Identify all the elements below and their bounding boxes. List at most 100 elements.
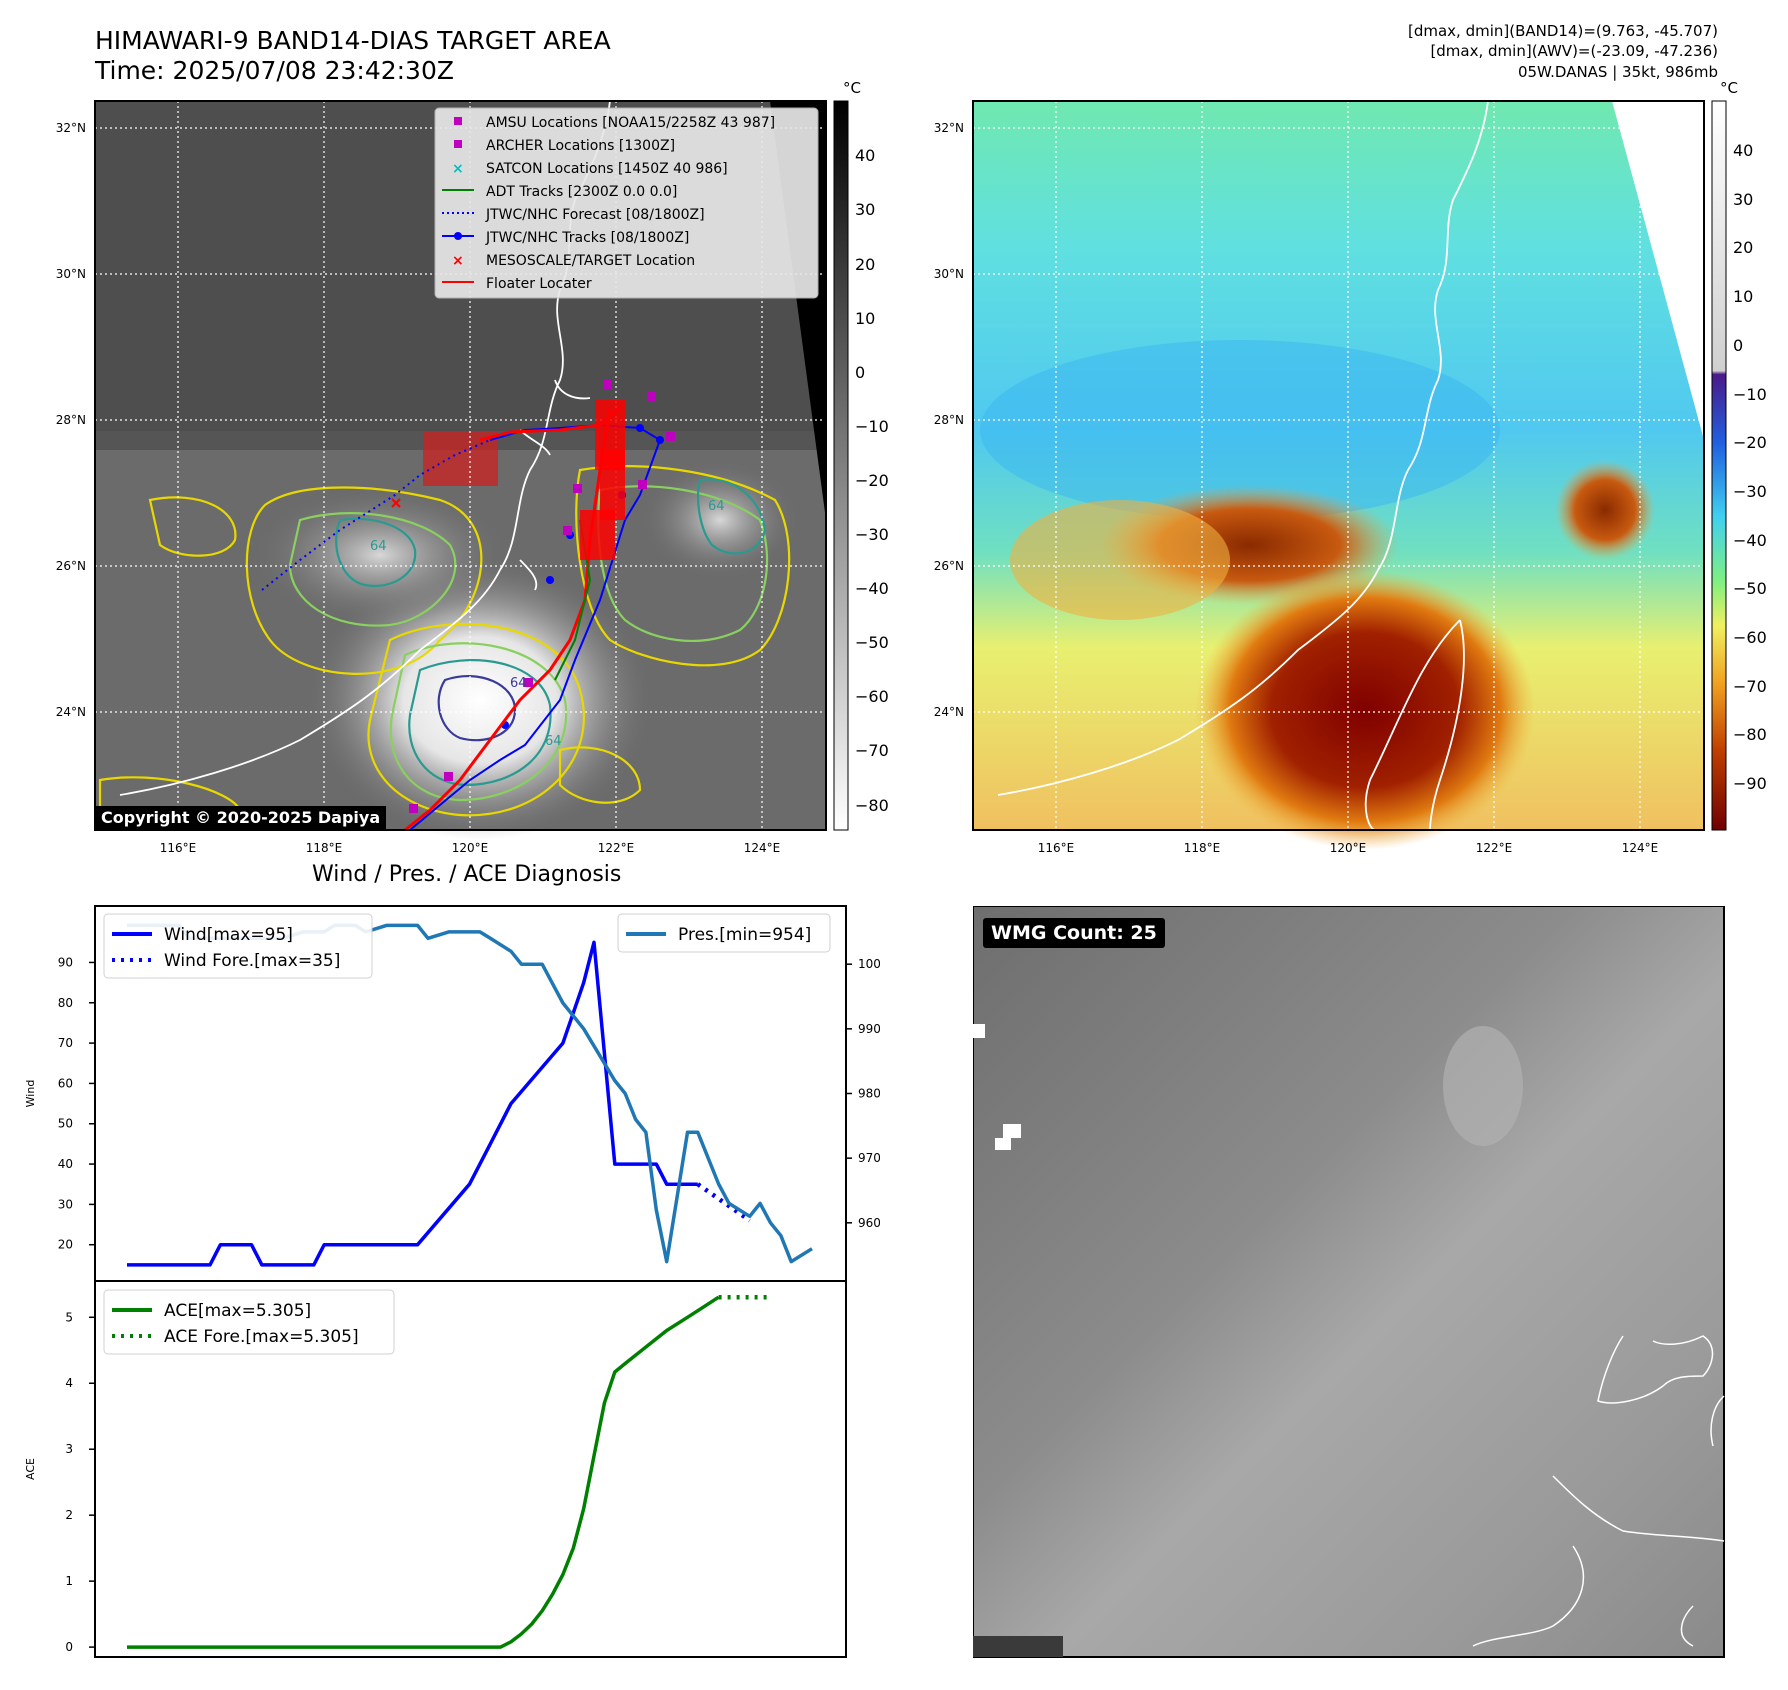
contour-label: 64 xyxy=(708,499,725,514)
y-tick-label: 0 xyxy=(65,1640,73,1654)
y-tick-label: 20 xyxy=(58,1238,73,1252)
ir-cbar-tick: −30 xyxy=(855,525,889,544)
ir-cbar-tick: 40 xyxy=(855,146,875,165)
jtwc-forecast-track xyxy=(261,439,491,591)
y-tick-label: 3 xyxy=(65,1442,73,1456)
lon-tick: 122°E xyxy=(1476,841,1513,855)
lon-tick: 118°E xyxy=(306,841,343,855)
target-location-marker xyxy=(391,498,401,508)
wv-cbar-tick: −40 xyxy=(1733,531,1767,550)
ir-map-frame xyxy=(94,100,827,831)
y-tick-label: 40 xyxy=(58,1157,73,1171)
wmg-count-badge: WMG Count: 25 xyxy=(983,918,1165,948)
wv-lat-ticks: 32°N 30°N 28°N 26°N 24°N xyxy=(934,121,964,719)
ir-typhoon-core xyxy=(310,560,650,840)
lat-tick: 32°N xyxy=(934,121,964,135)
legend-label: Wind Fore.[max=35] xyxy=(164,951,340,971)
chart-title: HIMAWARI-9 BAND14-DIAS TARGET AREA xyxy=(95,26,611,55)
y-axis-label: Wind xyxy=(24,1080,37,1108)
ir-cbar-tick: −70 xyxy=(855,741,889,760)
lon-tick: 124°E xyxy=(1622,841,1659,855)
target-legend-marker: × xyxy=(452,253,464,269)
info-awv-range: [dmax, dmin](AWV)=(-23.09, -47.236) xyxy=(1430,42,1718,60)
lat-tick: 30°N xyxy=(56,267,86,281)
legend-box xyxy=(103,913,373,979)
lon-tick: 120°E xyxy=(1330,841,1367,855)
amsu-archer-markers xyxy=(409,380,675,813)
ir-map-svg: 64 64 64 64 AMSU Locations [NOAA15/2258Z… xyxy=(56,79,1767,855)
y-axis-label: ACE xyxy=(24,1458,37,1480)
lat-tick: 26°N xyxy=(56,559,86,573)
wv-colorbar-unit: °C xyxy=(1720,79,1738,97)
ir-cbar-tick: −60 xyxy=(855,687,889,706)
legend-amsu: AMSU Locations [NOAA15/2258Z 43 987] xyxy=(486,115,775,131)
y-tick-label: 60 xyxy=(58,1076,73,1090)
ir-cbar-tick: −40 xyxy=(855,579,889,598)
legend-floater: Floater Locater xyxy=(486,276,592,292)
wv-coastlines xyxy=(997,100,1489,831)
series-line xyxy=(127,1295,720,1649)
series-line xyxy=(127,940,698,1267)
lon-tick: 124°E xyxy=(744,841,781,855)
series-line xyxy=(696,1182,751,1223)
ir-colorbar-unit: °C xyxy=(843,79,861,97)
wv-cbar-tick: −30 xyxy=(1733,482,1767,501)
y2-tick-label: 980 xyxy=(858,1087,880,1101)
archer-legend-marker xyxy=(454,140,462,148)
wv-cbar-tick: −50 xyxy=(1733,579,1767,598)
wv-cbar-tick: 40 xyxy=(1733,141,1753,160)
wv-cbar-tick: −70 xyxy=(1733,677,1767,696)
wv-colorbar-ticks: 40 30 20 10 0 −10 −20 −30 −40 −50 −60 −7… xyxy=(1733,141,1767,793)
wv-nodata-wedge xyxy=(1612,101,1704,440)
ir-cbar-tick: −80 xyxy=(855,796,889,815)
lat-tick: 24°N xyxy=(56,705,86,719)
ir-colorbar-ticks: 40 30 20 10 0 −10 −20 −30 −40 −50 −60 −7… xyxy=(855,146,889,815)
wv-cbar-tick: −80 xyxy=(1733,725,1767,744)
wmg-panel xyxy=(973,906,1725,1658)
y2-tick-label: 970 xyxy=(858,1151,880,1165)
lat-tick: 26°N xyxy=(934,559,964,573)
ir-cbar-tick: 10 xyxy=(855,309,875,328)
lat-tick: 28°N xyxy=(934,413,964,427)
wv-lon-ticks: 116°E 118°E 120°E 122°E 124°E xyxy=(1038,841,1659,855)
y2-tick-label: 1000 xyxy=(858,957,880,971)
diagnosis-title: Wind / Pres. / ACE Diagnosis xyxy=(312,862,622,887)
lon-tick: 116°E xyxy=(1038,841,1075,855)
legend-label: Pres.[min=954] xyxy=(678,925,811,945)
plot-frame xyxy=(94,1280,847,1658)
wv-cbar-tick: −90 xyxy=(1733,774,1767,793)
lat-tick: 28°N xyxy=(56,413,86,427)
map-legend: AMSU Locations [NOAA15/2258Z 43 987] ARC… xyxy=(434,107,819,299)
contour-label: 64 xyxy=(545,734,562,749)
legend-box xyxy=(103,1289,395,1355)
legend-adt: ADT Tracks [2300Z 0.0 0.0] xyxy=(486,184,677,200)
ir-lat-ticks: 32°N 30°N 28°N 26°N 24°N xyxy=(56,121,86,719)
ir-cbar-tick: −20 xyxy=(855,471,889,490)
wv-cbar-tick: 20 xyxy=(1733,238,1753,257)
wv-typhoon-core xyxy=(1195,570,1535,850)
y-tick-label: 30 xyxy=(58,1197,73,1211)
legend-label: ACE Fore.[max=5.305] xyxy=(164,1327,359,1347)
ir-cbar-tick: 30 xyxy=(855,200,875,219)
ir-cbar-tick: −10 xyxy=(855,417,889,436)
y2-tick-label: 990 xyxy=(858,1022,880,1036)
y2-tick-label: 960 xyxy=(858,1216,880,1230)
legend-label: Wind[max=95] xyxy=(164,925,293,945)
lon-tick: 122°E xyxy=(598,841,635,855)
wv-cbar-tick: −60 xyxy=(1733,628,1767,647)
copyright-badge: Copyright © 2020-2025 Dapiya xyxy=(95,806,387,829)
legend-jtwc-forecast: JTWC/NHC Forecast [08/1800Z] xyxy=(485,207,705,223)
wv-cbar-tick: 0 xyxy=(1733,336,1743,355)
legend-label: ACE[max=5.305] xyxy=(164,1301,311,1321)
lon-tick: 116°E xyxy=(160,841,197,855)
info-storm: 05W.DANAS | 35kt, 986mb xyxy=(1517,63,1718,81)
satcon-legend-marker: × xyxy=(452,161,464,177)
lon-tick: 118°E xyxy=(1184,841,1221,855)
ir-lon-ticks: 116°E 118°E 120°E 122°E 124°E xyxy=(160,841,781,855)
lat-tick: 30°N xyxy=(934,267,964,281)
wmg-coastlines xyxy=(1472,1335,1725,1647)
y-tick-label: 50 xyxy=(58,1117,73,1131)
wv-cbar-tick: 10 xyxy=(1733,287,1753,306)
ir-colorbar xyxy=(833,100,849,831)
mesoscale-target-box xyxy=(423,431,498,486)
